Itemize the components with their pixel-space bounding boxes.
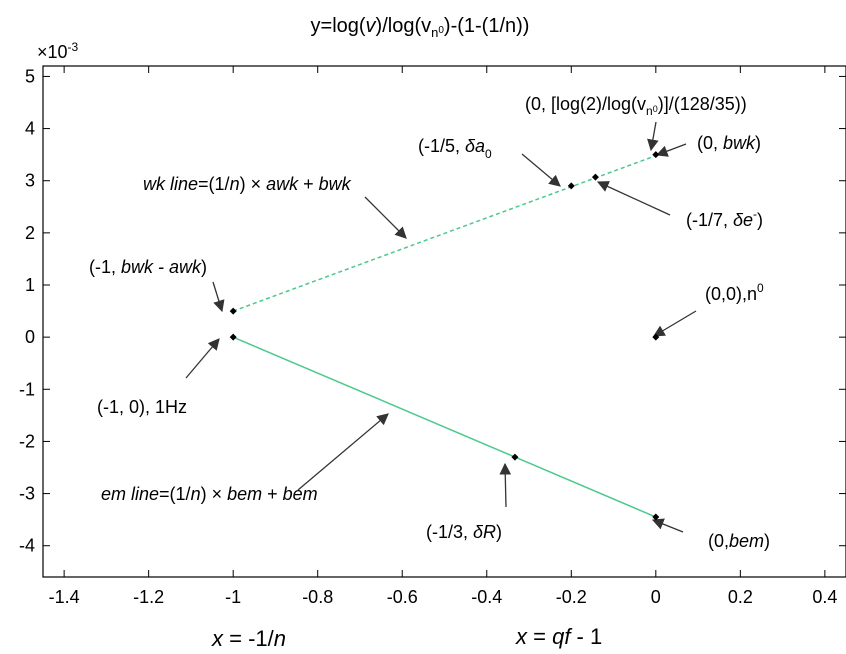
- data-points: [229, 151, 660, 521]
- log2-annotation: (0, [log(2)/log(vn0)]/(128/35)): [525, 94, 747, 118]
- annotation-arrow: [596, 181, 671, 216]
- axis-ticks: -1.4 -1.2 -1 -0.8 -0.6 -0.4 -0.2 0 0.2 0.4 -4 -3 -2 -…: [19, 66, 846, 607]
- x-tick-label: -1.4: [49, 587, 80, 607]
- y-tick-label: -3: [19, 484, 35, 504]
- y-tick-label: -1: [19, 379, 35, 399]
- data-point: [567, 182, 575, 190]
- x-tick-label: 0: [651, 587, 661, 607]
- delta-a0-annotation: (-1/5, δa0: [418, 136, 492, 161]
- data-point: [229, 333, 237, 341]
- x-axis-label: x = -1/n: [211, 626, 286, 651]
- plot-frame: [42, 65, 846, 578]
- wk-line-annotation: wk line=(1/n) × awk + bwk: [143, 174, 352, 194]
- annotation-arrow: [212, 281, 225, 313]
- annotation-arrow: [185, 338, 220, 379]
- x-tick-label: -1.2: [133, 587, 164, 607]
- x-tick-label: -0.2: [556, 587, 587, 607]
- annotation-arrows: [185, 121, 697, 533]
- data-point: [229, 307, 237, 315]
- data-point: [511, 453, 519, 461]
- x-tick-label: -0.4: [471, 587, 502, 607]
- annotation-arrow: [521, 153, 561, 187]
- bem-annotation: (0,bem): [708, 531, 770, 551]
- data-point: [652, 513, 660, 521]
- bwk-annotation: (0, bwk): [697, 133, 761, 153]
- x-axis-label-secondary: x = qf - 1: [515, 624, 602, 649]
- y-tick-label: 0: [25, 327, 35, 347]
- x-tick-label: -1: [225, 587, 241, 607]
- annotation-arrow: [297, 413, 389, 491]
- x-tick-label: -0.6: [387, 587, 418, 607]
- chart-title: y=log(v)/log(vn0)-(1-(1/n)): [311, 15, 530, 40]
- bwk-minus-awk-annotation: (-1, bwk - awk): [89, 257, 207, 277]
- y-tick-label: 5: [25, 66, 35, 86]
- y-exponent-label: ×10-3: [37, 40, 79, 62]
- y-tick-label: 1: [25, 275, 35, 295]
- delta-r-annotation: (-1/3, δR): [426, 522, 502, 542]
- wk-line: [232, 154, 657, 312]
- annotation-arrow: [652, 310, 697, 337]
- data-point: [652, 151, 660, 159]
- delta-e-annotation: (-1/7, δe-): [686, 207, 763, 230]
- y-tick-label: 2: [25, 223, 35, 243]
- x-tick-label: -0.8: [302, 587, 333, 607]
- one-hz-annotation: (-1, 0), 1Hz: [97, 397, 187, 417]
- em-line: [232, 336, 657, 518]
- data-point: [591, 173, 599, 181]
- annotation-arrow: [651, 518, 684, 533]
- x-tick-label: 0.4: [812, 587, 837, 607]
- y-tick-label: -4: [19, 536, 35, 556]
- series-lines: [232, 154, 657, 518]
- annotation-arrow: [655, 143, 687, 157]
- annotation-arrow: [364, 196, 407, 239]
- origin-n0-annotation: (0,0),n0: [705, 281, 764, 304]
- y-tick-label: 4: [25, 119, 35, 139]
- data-point: [652, 333, 660, 341]
- y-tick-label: -2: [19, 431, 35, 451]
- em-line-annotation: em line=(1/n) × bem + bem: [101, 484, 318, 504]
- annotation-arrow: [647, 121, 659, 152]
- y-tick-label: 3: [25, 171, 35, 191]
- annotation-arrow: [499, 462, 512, 508]
- x-tick-label: 0.2: [728, 587, 753, 607]
